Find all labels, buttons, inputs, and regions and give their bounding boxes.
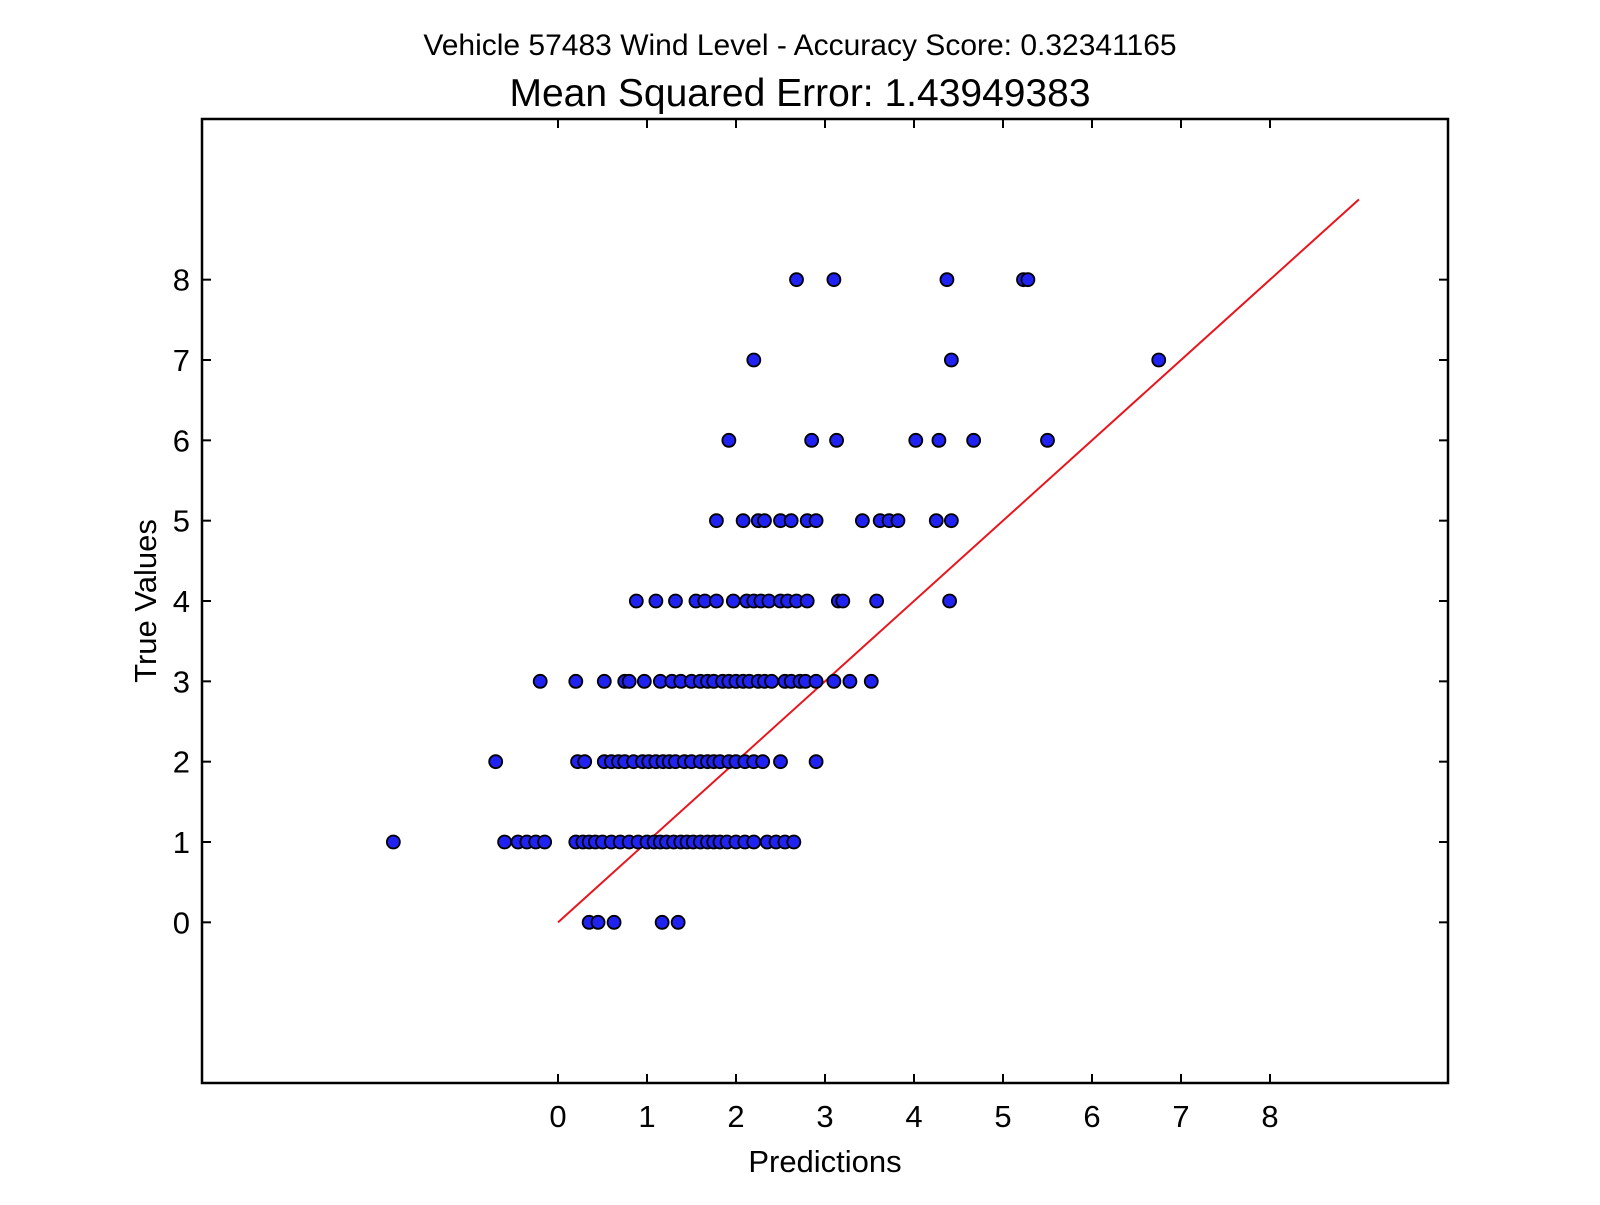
y-tick-label: 7 xyxy=(173,343,190,378)
y-tick-label: 4 xyxy=(173,584,190,619)
data-point xyxy=(804,432,820,448)
data-point xyxy=(1020,272,1036,288)
y-tick-label: 8 xyxy=(173,263,190,298)
y-tick-label: 5 xyxy=(173,504,190,539)
data-point xyxy=(621,673,637,689)
x-tick-label: 7 xyxy=(1172,1099,1189,1134)
plot-frame xyxy=(200,117,1450,1085)
data-point xyxy=(668,593,683,609)
x-tick-label: 8 xyxy=(1261,1099,1278,1134)
data-point xyxy=(908,432,924,448)
data-point xyxy=(385,834,401,850)
data-point xyxy=(942,593,957,609)
data-point xyxy=(783,513,799,529)
data-point xyxy=(532,673,548,689)
y-tick-label: 3 xyxy=(173,664,190,699)
reference-line xyxy=(557,198,1360,924)
data-point xyxy=(735,513,751,529)
data-point xyxy=(789,272,804,288)
x-tick-label: 2 xyxy=(727,1099,744,1134)
y-tick-label: 1 xyxy=(173,825,190,860)
data-point xyxy=(577,754,593,770)
data-point xyxy=(931,432,947,448)
data-point xyxy=(709,513,724,529)
data-point xyxy=(1151,352,1167,368)
data-point xyxy=(654,914,670,930)
y-tick-label: 6 xyxy=(173,423,190,458)
data-points xyxy=(385,272,1167,930)
x-tick-label: 1 xyxy=(638,1099,655,1134)
data-point xyxy=(725,593,741,609)
x-tick-label: 4 xyxy=(905,1099,922,1134)
data-point xyxy=(966,432,982,448)
data-point xyxy=(755,754,771,770)
y-tick-label: 0 xyxy=(173,905,190,940)
data-point xyxy=(842,673,858,689)
data-point xyxy=(773,754,788,770)
data-point xyxy=(835,593,851,609)
data-point xyxy=(636,673,652,689)
data-point xyxy=(869,593,885,609)
data-point xyxy=(488,754,504,770)
data-point xyxy=(786,834,802,850)
chart-subtitle: Mean Squared Error: 1.43949383 xyxy=(509,72,1090,115)
x-tick-label: 3 xyxy=(816,1099,833,1134)
data-point xyxy=(537,834,553,850)
data-point xyxy=(943,513,959,529)
reference-line-layer xyxy=(557,198,1360,924)
data-point xyxy=(829,432,844,448)
data-point xyxy=(764,673,779,689)
data-point xyxy=(826,673,842,689)
data-point xyxy=(746,834,762,850)
data-point xyxy=(890,513,906,529)
y-axis-label: True Values xyxy=(128,519,163,683)
x-tick-label: 0 xyxy=(549,1099,566,1134)
data-point xyxy=(606,914,622,930)
y-tick-label: 2 xyxy=(173,745,190,780)
x-tick-label: 5 xyxy=(994,1099,1011,1134)
data-point xyxy=(648,593,664,609)
data-point xyxy=(808,513,824,529)
data-point xyxy=(596,673,612,689)
data-point xyxy=(939,272,955,288)
data-point xyxy=(863,673,879,689)
x-tick-label: 6 xyxy=(1083,1099,1100,1134)
data-point xyxy=(497,834,513,850)
data-point xyxy=(928,513,944,529)
data-point xyxy=(808,673,824,689)
data-point xyxy=(746,352,762,368)
data-point xyxy=(1040,432,1055,448)
data-point xyxy=(799,593,815,609)
data-point xyxy=(628,593,644,609)
data-point xyxy=(709,593,724,609)
data-point xyxy=(854,513,870,529)
data-point xyxy=(943,352,959,368)
chart-title: Vehicle 57483 Wind Level - Accuracy Scor… xyxy=(423,29,1176,62)
data-point xyxy=(757,513,772,529)
axis-ticks: 0 1 2 3 4 5 6 7 8 0 1 2 3 4 5 6 7 8 xyxy=(173,119,1448,1134)
x-axis-label: Predictions xyxy=(748,1144,901,1179)
data-point xyxy=(721,432,737,448)
data-point xyxy=(808,754,824,770)
data-point xyxy=(590,914,606,930)
data-point xyxy=(670,914,686,930)
data-point xyxy=(826,272,842,288)
data-point xyxy=(568,673,584,689)
